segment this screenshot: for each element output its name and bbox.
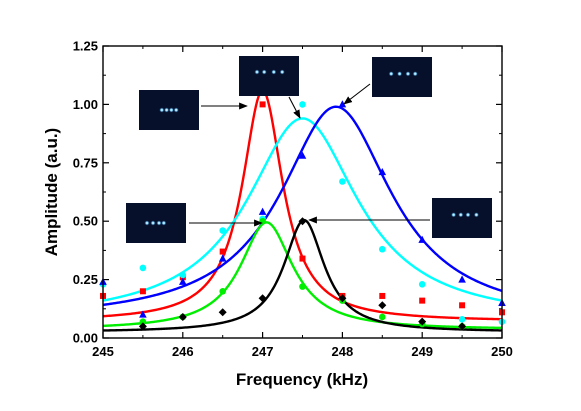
ion-dot	[279, 69, 285, 75]
x-tick-label: 249	[411, 344, 433, 359]
ion-dot	[159, 107, 165, 113]
axes: 245 246 247 248 249 250 0.00 0.25 0.50 0.75 1.00 1.…	[73, 39, 513, 360]
data-point	[219, 248, 226, 255]
fit-curve	[102, 221, 503, 330]
data-point	[458, 316, 466, 323]
ion-dot	[261, 69, 267, 75]
ion-dot	[451, 212, 457, 218]
ion-dot	[405, 71, 411, 77]
fit-curve	[102, 105, 503, 307]
data-point	[378, 167, 387, 176]
data-point	[379, 292, 386, 299]
ion-dot	[173, 107, 179, 113]
inset-arrow	[288, 96, 301, 119]
data-point	[179, 277, 187, 285]
y-tick-label: 0.00	[73, 331, 98, 346]
x-tick-label: 250	[491, 344, 513, 359]
data-point	[419, 297, 426, 304]
x-tick-label: 245	[92, 344, 114, 359]
data-point	[179, 271, 187, 279]
ion-dot	[156, 220, 162, 226]
y-tick-label: 0.25	[73, 272, 98, 287]
data-point	[218, 308, 227, 317]
data-point	[299, 255, 306, 262]
data-point	[298, 217, 307, 226]
data-point	[259, 101, 266, 108]
y-tick-label: 0.75	[73, 155, 98, 170]
y-tick-label: 0.50	[73, 214, 98, 229]
ion-dot	[458, 212, 464, 218]
ion-image-inset	[139, 90, 199, 130]
data-point	[458, 322, 467, 331]
ion-dot	[168, 107, 174, 113]
ion-dot	[254, 69, 260, 75]
y-tick-label: 1.25	[73, 39, 98, 54]
data-point	[458, 275, 466, 283]
inset-background	[239, 56, 299, 96]
data-point	[219, 287, 226, 295]
data-point	[418, 235, 426, 243]
inset-background	[126, 203, 186, 243]
data-point	[218, 254, 227, 262]
ion-dot	[388, 71, 394, 77]
x-tick-label: 247	[252, 344, 274, 359]
data-point	[418, 280, 426, 288]
ion-dot	[144, 220, 150, 226]
data-point	[378, 301, 387, 310]
data-point	[379, 313, 386, 321]
inset-background	[372, 57, 432, 97]
ion-dot	[164, 107, 170, 113]
ion-dot	[271, 69, 277, 75]
ion-image-inset	[432, 198, 492, 238]
data-point	[459, 302, 466, 309]
x-axis-title: Frequency (kHz)	[236, 370, 368, 389]
data-point	[299, 101, 306, 108]
data-point	[338, 100, 347, 108]
ion-dot	[473, 212, 479, 218]
data-point	[139, 288, 146, 295]
ion-image-inset	[239, 56, 299, 96]
ion-image-inset	[372, 57, 432, 97]
ion-dot	[161, 220, 167, 226]
data-point	[418, 317, 427, 326]
data-point	[258, 294, 267, 303]
data-point	[178, 312, 187, 321]
ion-dot	[465, 212, 471, 218]
fit-curve	[102, 117, 503, 302]
data-point	[258, 207, 267, 215]
data-point	[299, 283, 306, 290]
data-point	[139, 310, 147, 318]
ion-dot	[412, 71, 418, 77]
y-axis-title: Amplitude (a.u.)	[42, 128, 61, 256]
ion-dot	[150, 220, 156, 226]
data-point	[338, 294, 347, 303]
ion-image-inset	[126, 203, 186, 243]
y-tick-label: 1.00	[73, 97, 98, 112]
data-point	[139, 264, 147, 272]
data-point	[138, 322, 147, 331]
data-point	[379, 245, 386, 253]
ion-dot	[397, 71, 403, 77]
data-point	[298, 151, 307, 159]
inset-arrow	[343, 83, 371, 105]
data-point	[339, 178, 346, 185]
data-point	[219, 227, 226, 234]
data-point	[139, 318, 147, 325]
x-tick-label: 248	[332, 344, 354, 359]
inset-background	[432, 198, 492, 238]
ion-image-insets	[126, 56, 492, 243]
x-tick-label: 246	[172, 344, 194, 359]
